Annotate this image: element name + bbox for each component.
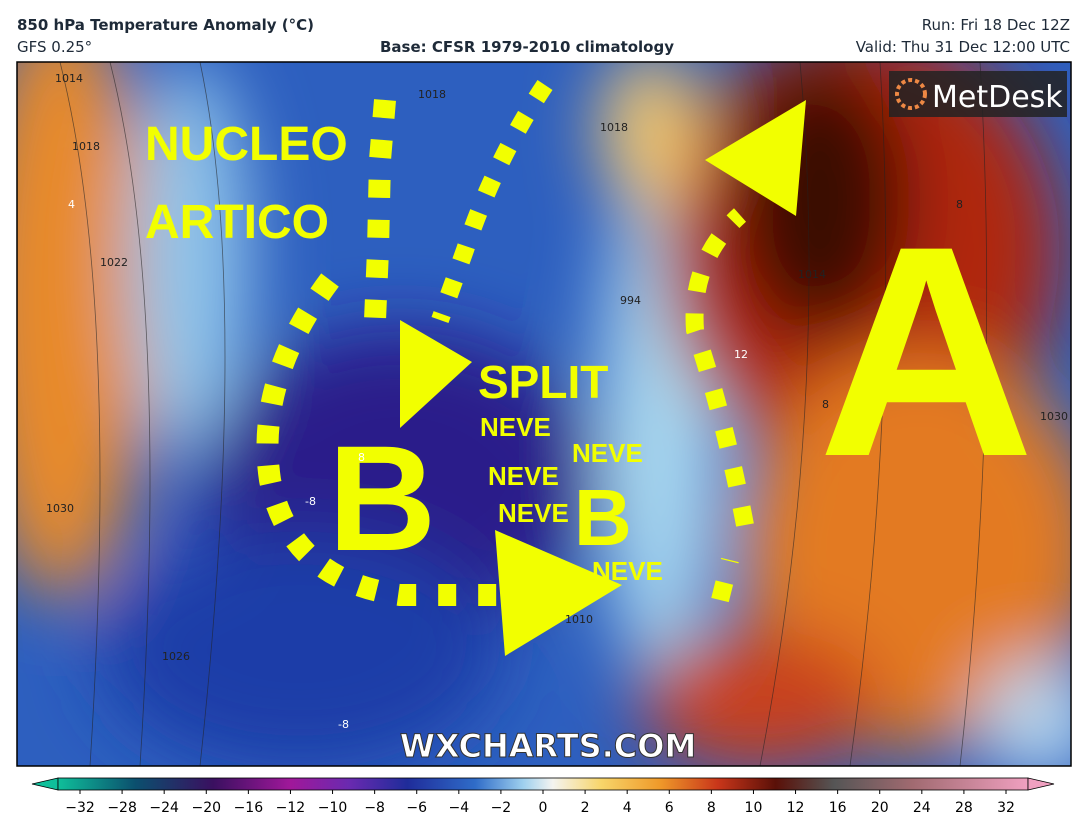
annotation: SPLIT [478, 356, 608, 408]
colorbar-tick-label: 32 [997, 800, 1015, 816]
colorbar-tick-label: −8 [364, 800, 385, 816]
isobar-label: 1030 [1040, 410, 1068, 423]
colorbar-tick-label: −32 [65, 800, 95, 816]
colorbar-tick-label: 24 [913, 800, 931, 816]
isobar-labels: 1014 1018 1022 1030 1018 1018 994 1010 1… [46, 72, 1068, 663]
annotation: NUCLEO [145, 118, 348, 171]
annotation: NEVE [480, 412, 551, 442]
colorbar-tick-label: 8 [707, 800, 716, 816]
annotations: NUCLEO ARTICO SPLIT NEVE NEVE NEVE NEVE … [145, 118, 1035, 586]
contour-label: -8 [305, 495, 316, 508]
isobar-label: 1030 [46, 502, 74, 515]
colorbar-tick-label: 10 [745, 800, 763, 816]
colorbar-tick-label: −20 [191, 800, 221, 816]
colorbar-end [1027, 777, 1055, 791]
isobar-label: 1018 [72, 140, 100, 153]
colorbar-tick-label: 2 [581, 800, 590, 816]
isobar-label: 1026 [162, 650, 190, 663]
colorbar-bar [57, 777, 1029, 791]
isobar-label: 1014 [55, 72, 83, 85]
annotation: ARTICO [145, 196, 329, 249]
contour-label: 4 [68, 198, 75, 211]
annotation: A [818, 183, 1035, 519]
run: Run: Fri 18 Dec 12Z [922, 16, 1070, 34]
contour-label: -8 [338, 718, 349, 731]
isobar-label: 1010 [565, 613, 593, 626]
annotation: NEVE [488, 461, 559, 491]
isobar-label: 1022 [100, 256, 128, 269]
colorbar-tick-label: −28 [107, 800, 137, 816]
colorbar: −32 −28 −24 −20 −16 −12 −10 −8 −6 −4 −2 0 2 4 6 8 10 12 16… [31, 777, 1055, 816]
colorbar-tick-label: 16 [829, 800, 847, 816]
isobar-label: 1014 [798, 268, 826, 281]
valid: Valid: Thu 31 Dec 12:00 UTC [856, 38, 1070, 56]
contour-label: 12 [734, 348, 748, 361]
annotation: NEVE [592, 556, 663, 586]
contour-label: 8 [956, 198, 963, 211]
colorbar-tick-label: −4 [448, 800, 469, 816]
colorbar-tick-label: 28 [955, 800, 973, 816]
colorbar-tick-label: −6 [406, 800, 427, 816]
colorbar-tick-label: 12 [787, 800, 805, 816]
title: 850 hPa Temperature Anomaly (°C) [17, 16, 314, 34]
base: Base: CFSR 1979-2010 climatology [380, 38, 674, 56]
watermark: WXCHARTS.COM [400, 727, 697, 765]
contour-label: 8 [822, 398, 829, 411]
map-frame [16, 61, 1072, 767]
colorbar-tick-label: 20 [871, 800, 889, 816]
isobar-label: 1018 [600, 121, 628, 134]
annotation: B [574, 473, 632, 562]
colorbar-tick-label: −2 [491, 800, 512, 816]
colorbar-tick-label: 4 [623, 800, 632, 816]
annotation: NEVE [572, 438, 643, 468]
colorbar-tick-label: −16 [234, 800, 264, 816]
colorbar-tick-label: −10 [318, 800, 348, 816]
annotation: NEVE [498, 498, 569, 528]
contour-label: 8 [358, 451, 365, 464]
colorbar-tick-label: −24 [149, 800, 179, 816]
model: GFS 0.25° [17, 38, 92, 56]
colorbar-end [31, 777, 59, 791]
logo: MetDesk [932, 80, 1063, 115]
colorbar-tick-label: 0 [539, 800, 548, 816]
map [17, 62, 1071, 766]
colorbar-tick-label: −12 [276, 800, 306, 816]
isobar-label: 994 [620, 294, 641, 307]
colorbar-tick-label: 6 [665, 800, 674, 816]
isobar-label: 1018 [418, 88, 446, 101]
contour-labels: 12 8 8 -8 -8 4 8 [68, 198, 963, 731]
annotation: B [328, 414, 436, 582]
